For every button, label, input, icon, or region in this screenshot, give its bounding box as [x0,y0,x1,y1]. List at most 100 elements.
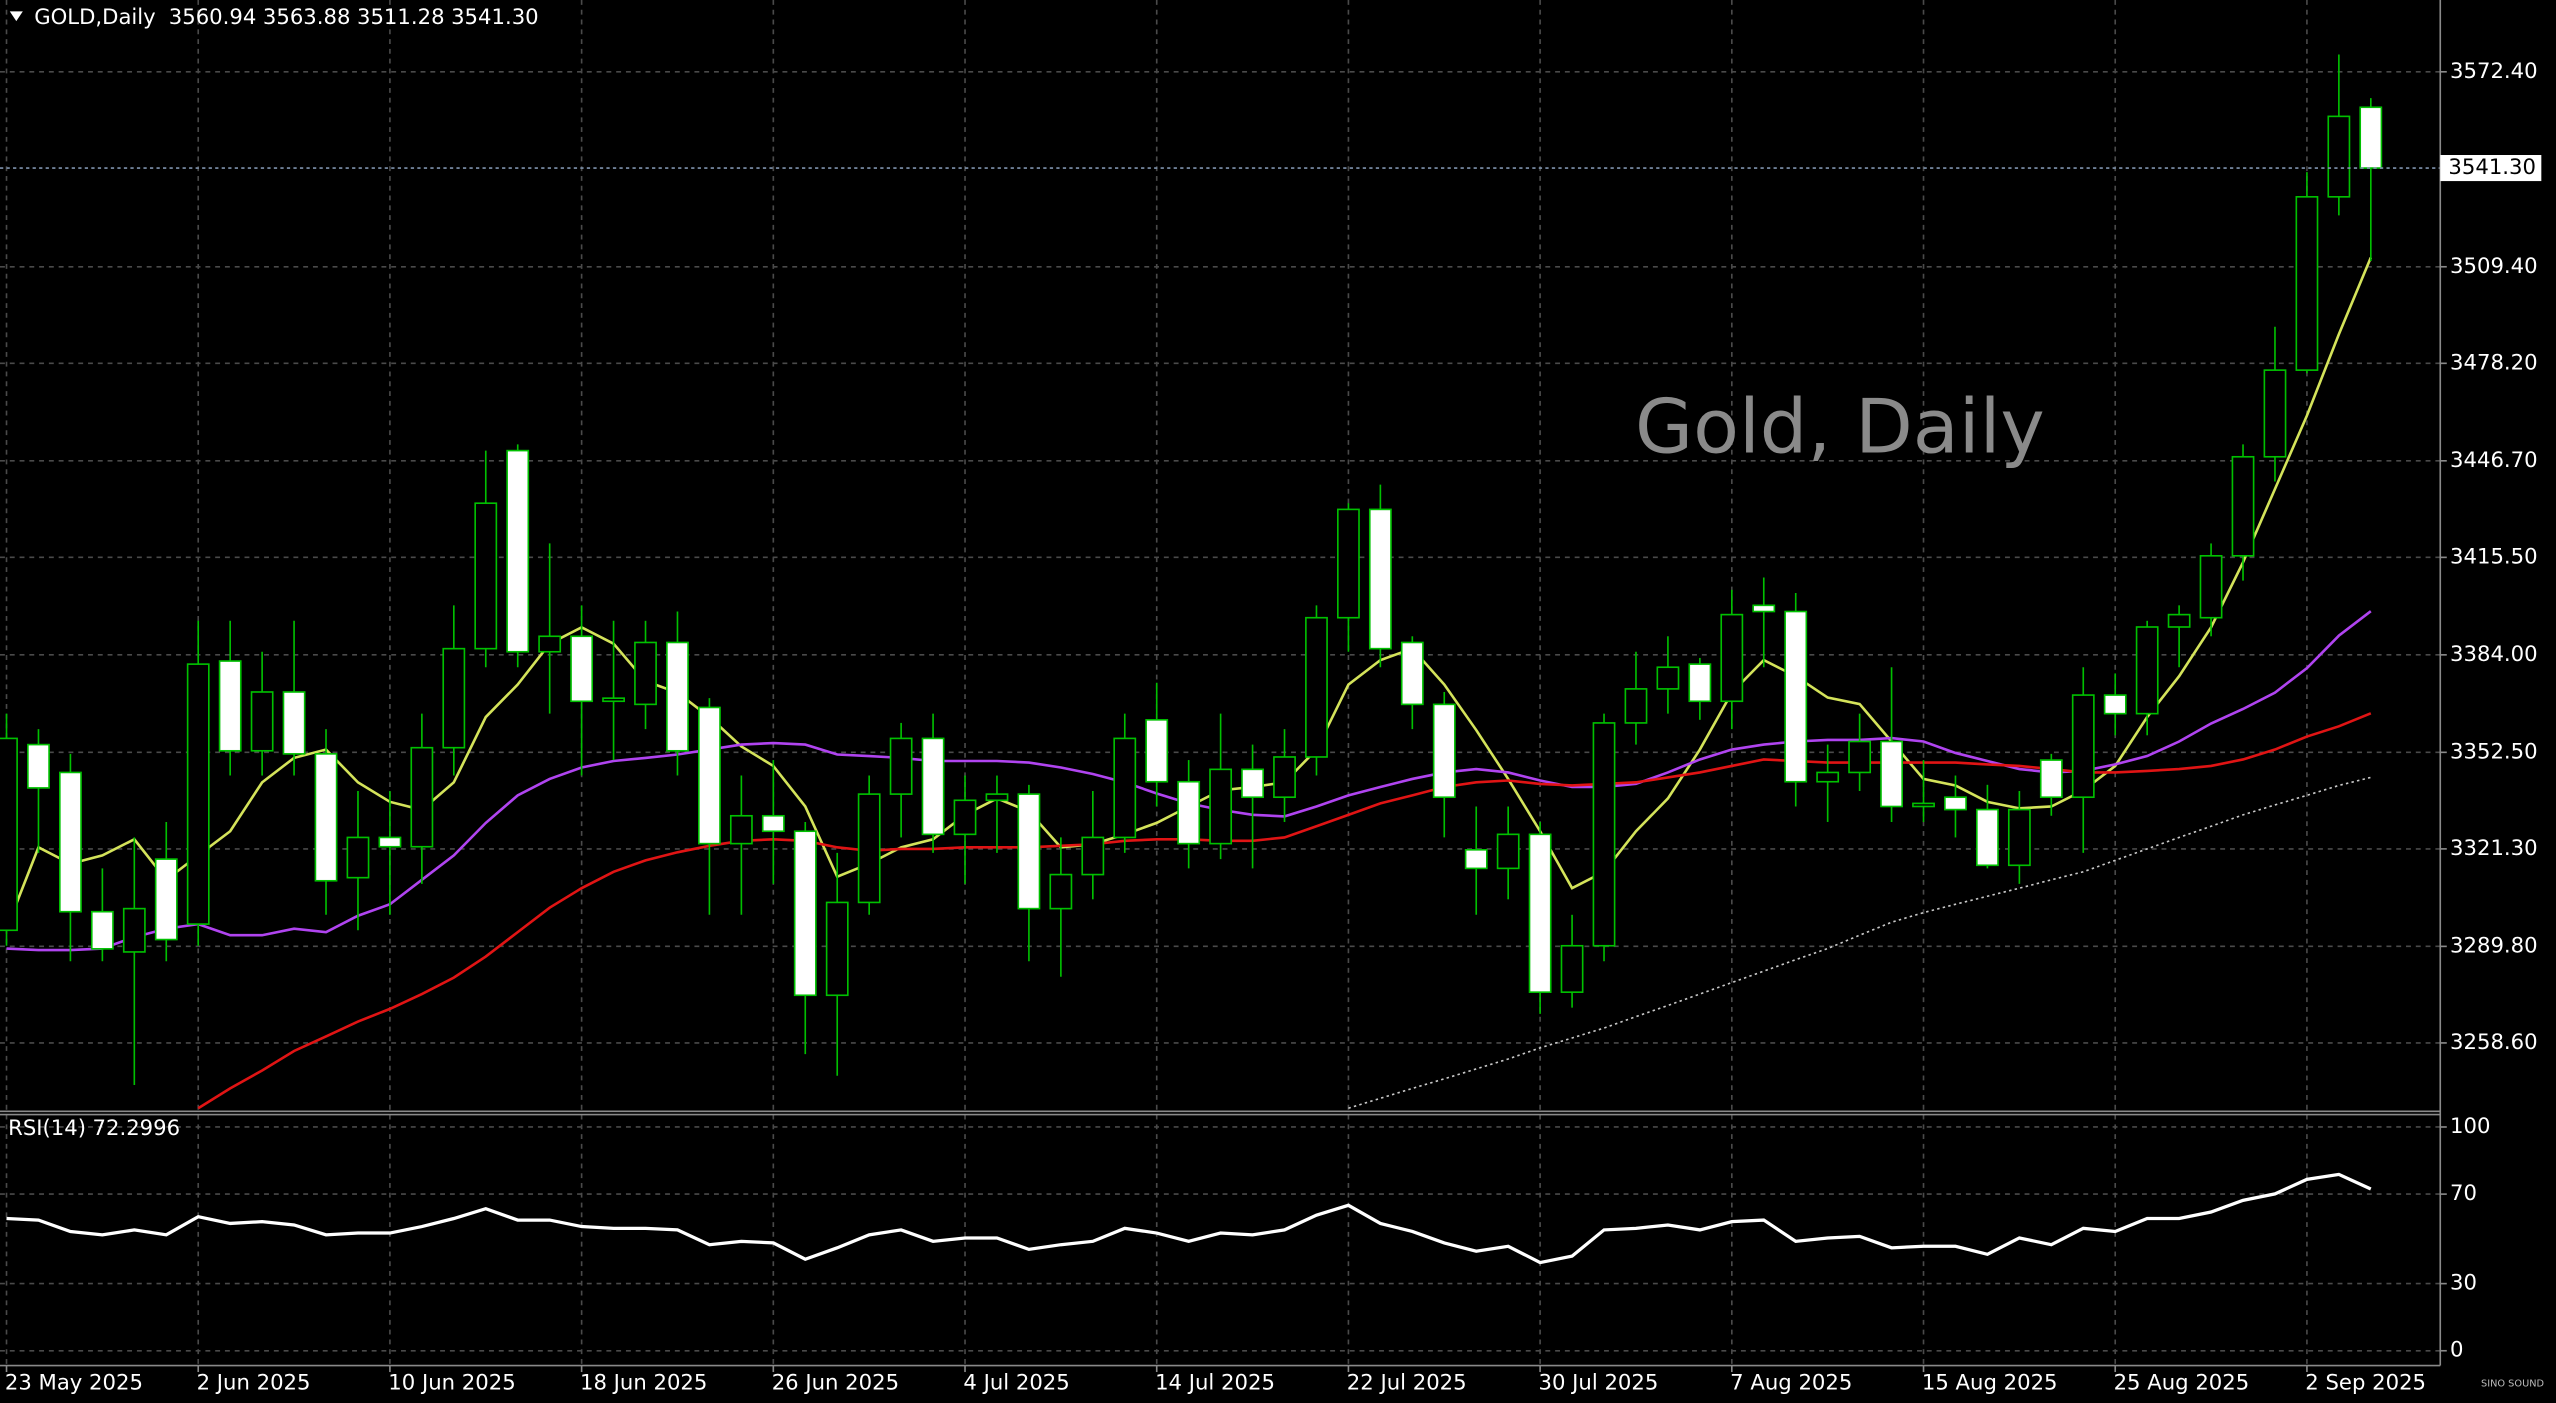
candle-body [889,737,913,795]
candle-body [538,635,562,653]
menu-arrow[interactable] [9,11,23,22]
y-tick-label: 3289.80 [2450,932,2538,957]
candle-body [570,635,594,703]
candle-body [346,836,370,879]
y-tick-label: 3321.30 [2450,835,2538,860]
candle-body [442,647,466,749]
candle-body [506,449,530,653]
y-tick-label: 3509.40 [2450,253,2538,278]
low-value: 3511.28 [357,4,445,29]
candle-body [1081,836,1105,876]
x-tick-label: 10 Jun 2025 [388,1369,515,1394]
candle-body [1432,703,1456,799]
candle-body [1337,508,1360,619]
candle-body [1528,833,1552,993]
candle-body [2327,115,2351,198]
candle-body [953,799,977,836]
candle-body [59,771,82,913]
candle-body [0,737,18,932]
candle-body [1496,833,1520,870]
rsi-title: RSI(14) [8,1115,86,1140]
candle-body [154,858,178,941]
candle-body [378,836,402,848]
x-tick-label: 15 Aug 2025 [1922,1369,2058,1394]
close-value: 3541.30 [451,4,539,29]
candle-body [1848,740,1872,774]
candle-body [857,793,881,904]
candle-body [90,910,114,950]
candle-body [2167,613,2191,628]
candle-body [1976,808,1999,867]
candle-body [1688,663,1712,703]
symbol: GOLD,Daily [34,4,156,29]
candle-body [1368,508,1392,650]
candle-body [1241,768,1264,799]
x-tick-label: 2 Sep 2025 [2305,1369,2426,1394]
price-panel [0,54,2441,1110]
candle-body [761,814,785,833]
candle-body [1017,793,1041,910]
candle-body [2103,694,2127,715]
candle-body [1592,722,1616,947]
candle-body [1720,613,1744,703]
x-tick-label: 18 Jun 2025 [580,1369,707,1394]
y-tick-label: 3415.50 [2450,543,2538,568]
rsi-tick-label: 30 [2450,1270,2477,1295]
x-tick-label: 22 Jul 2025 [1347,1369,1467,1394]
candle-body [2359,106,2383,169]
candle-body [1209,768,1233,845]
candle-body [410,746,434,848]
candle-body [1816,771,1840,783]
candle-body [698,706,721,845]
candle-body [921,737,945,836]
rsi-panel [6,1172,2372,1265]
candle-body [985,793,1009,802]
x-tick-label: 2 Jun 2025 [197,1369,311,1394]
candle-body [1305,616,1328,758]
candle-body [122,907,146,953]
x-tick-label: 26 Jun 2025 [772,1369,899,1394]
grid [0,0,2441,1366]
logo: SINO SOUND [2481,1378,2544,1389]
candle-body [729,814,753,845]
candle-body [1177,780,1201,845]
candle-body [1624,688,1648,724]
rsi-value: 72.2996 [93,1115,181,1140]
x-tick-label: 25 Aug 2025 [2114,1369,2250,1394]
candle-body [2039,759,2063,799]
current-price-box [2440,155,2542,182]
moving-average-line [197,712,2372,1110]
candle-body [186,663,210,925]
candle-body [2071,694,2095,799]
candle-body [474,502,498,650]
candle-body [1880,740,1903,808]
candle-body [314,753,338,882]
candle-body [634,641,657,706]
candle-body [666,641,689,752]
candle-body [2199,554,2223,619]
candle-body [2231,455,2255,557]
candle-body [1944,796,1967,811]
candle-body [2295,196,2319,371]
candle-body [282,691,306,755]
candle-body [218,660,242,752]
candle-body [2135,626,2159,715]
moving-average-line [1348,776,2372,1110]
y-tick-label: 3478.20 [2450,349,2538,374]
candle-body [1560,944,1584,993]
watermark: Gold, Daily [1635,382,2045,470]
candle-body [1273,756,1296,799]
symbol-header: GOLD,Daily 3560.94 3563.88 3511.28 3541.30 [34,4,538,29]
candle-body [1145,719,1169,783]
candle-body [27,743,50,789]
high-value: 3563.88 [263,4,351,29]
candle-body [1400,641,1424,706]
x-tick-label: 23 May 2025 [5,1369,143,1394]
x-tick-label: 30 Jul 2025 [1538,1369,1658,1394]
candle-body [1113,737,1137,839]
x-tick-label: 4 Jul 2025 [963,1369,1069,1394]
candle-body [1912,802,1935,808]
y-tick-label: 3446.70 [2450,447,2538,472]
x-tick-label: 14 Jul 2025 [1155,1369,1275,1394]
